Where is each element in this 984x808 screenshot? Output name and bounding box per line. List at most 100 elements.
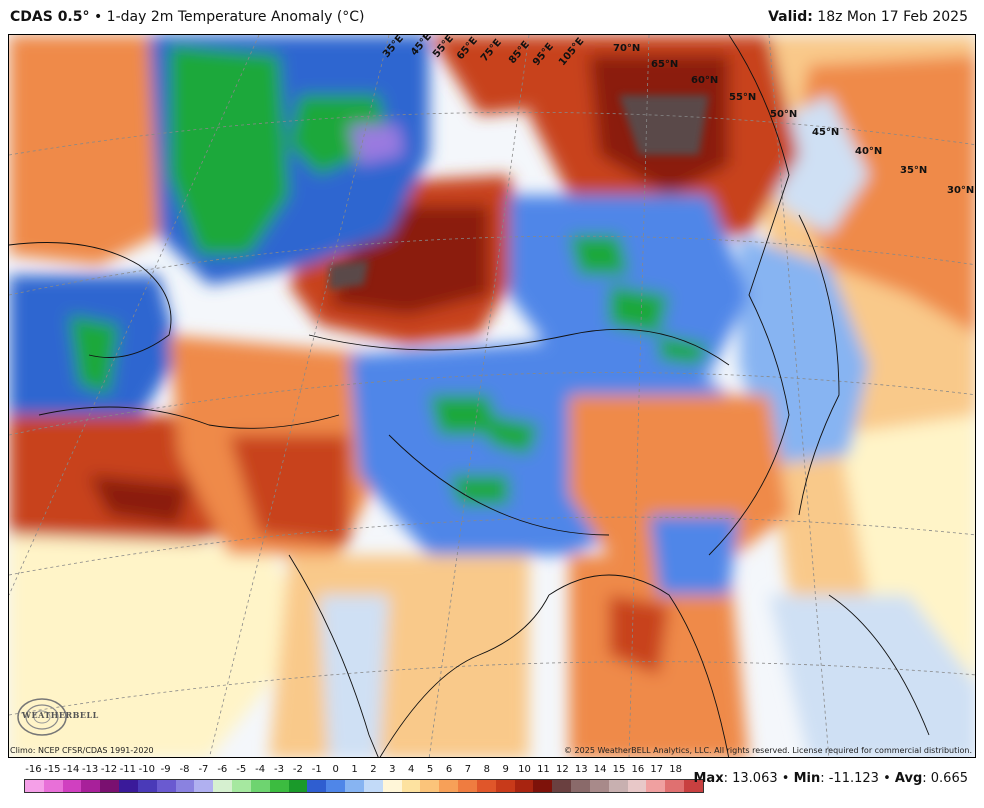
colorbar-tick-label: -13 xyxy=(81,764,99,775)
colorbar-swatch xyxy=(232,780,251,792)
colorbar-swatch xyxy=(476,780,496,792)
colorbar-swatch xyxy=(81,780,101,792)
colorbar-swatch xyxy=(571,780,590,792)
avg-label: Avg xyxy=(894,771,923,786)
product-name: 1-day 2m Temperature Anomaly (°C) xyxy=(106,9,365,25)
colorbar-tick-label: 14 xyxy=(593,764,607,775)
colorbar-tick-label: 7 xyxy=(464,764,472,775)
graticule xyxy=(9,35,975,757)
colorbar-tick-label: 4 xyxy=(408,764,415,775)
stats-sep-1: • xyxy=(781,771,790,786)
lat-label-70: 70°N xyxy=(613,43,641,54)
colorbar-tick-label: 9 xyxy=(502,764,509,775)
colorbar-tick-label: 1 xyxy=(351,764,358,775)
lat-label-40: 40°N xyxy=(855,146,883,157)
colorbar-swatch xyxy=(307,780,327,792)
colorbar-tick-label: -12 xyxy=(100,764,118,775)
climo-note: Climo: NCEP CFSR/CDAS 1991-2020 xyxy=(10,746,154,755)
colorbar-swatch xyxy=(363,780,383,792)
colorbar-tick-label: -5 xyxy=(236,764,247,775)
colorbar-tick-label: 2 xyxy=(370,764,377,775)
lat-label-65: 65°N xyxy=(651,59,679,70)
weatherbell-swirl-icon xyxy=(17,698,67,736)
colorbar-swatch xyxy=(175,780,195,792)
colorbar-tick-label: 10 xyxy=(518,764,531,775)
colorbar-swatch xyxy=(382,780,402,792)
min-value: : -11.123 xyxy=(820,771,879,786)
stats-sep-2: • xyxy=(883,771,891,786)
colorbar-swatch xyxy=(589,780,609,792)
max-value: : 13.063 xyxy=(723,771,778,786)
colorbar-swatch xyxy=(194,780,214,792)
model-name: CDAS 0.5 xyxy=(10,9,83,25)
colorbar-swatch xyxy=(458,780,477,792)
logo-text: WEATHERBELL xyxy=(22,710,99,720)
colorbar-tick-label: 15 xyxy=(612,764,626,775)
colorbar: -16 -15 -14 -13 -12 -11 -10 -9 -8 -7 -6 -5 -4 -3 -2 -1 0… xyxy=(24,764,704,794)
colorbar-tick-label: 13 xyxy=(574,764,588,775)
min-label: Min xyxy=(793,771,821,786)
colorbar-swatch xyxy=(439,780,459,792)
lat-label-45: 45°N xyxy=(812,127,840,138)
colorbar-swatch xyxy=(533,780,553,792)
colorbar-tick-label: 6 xyxy=(445,764,453,775)
lat-label-55: 55°N xyxy=(729,92,757,103)
header: CDAS 0.5° • 1-day 2m Temperature Anomaly… xyxy=(0,0,984,34)
copyright-note: © 2025 WeatherBELL Analytics, LLC. All r… xyxy=(564,746,972,755)
colorbar-swatch xyxy=(43,780,63,792)
colorbar-tick-label: 12 xyxy=(555,764,569,775)
anomaly-field xyxy=(9,35,975,757)
valid-time: 18z Mon 17 Feb 2025 xyxy=(817,9,968,25)
colorbar-swatches xyxy=(24,779,704,793)
colorbar-swatch xyxy=(100,780,120,792)
title-separator: • xyxy=(93,9,103,25)
map-title: CDAS 0.5° • 1-day 2m Temperature Anomaly… xyxy=(10,0,365,34)
colorbar-swatch xyxy=(25,780,44,792)
max-label: Max xyxy=(693,771,724,786)
colorbar-tick-label: 16 xyxy=(631,764,645,775)
colorbar-tick-label: -8 xyxy=(179,764,190,775)
colorbar-swatch xyxy=(288,780,308,792)
valid-label: Valid: xyxy=(768,9,813,25)
colorbar-swatch xyxy=(156,780,176,792)
stats-summary: Max: 13.063 • Min: -11.123 • Avg: 0.665 xyxy=(694,771,969,786)
colorbar-tick-label: 5 xyxy=(426,764,434,775)
colorbar-tick-label: -16 xyxy=(25,764,42,775)
colorbar-labels: -16 -15 -14 -13 -12 -11 -10 -9 -8 -7 -6 -5 -4 -3 -2 -1 0… xyxy=(24,764,704,778)
map-canvas xyxy=(9,35,975,757)
colorbar-swatch xyxy=(119,780,138,792)
colorbar-tick-label: -1 xyxy=(311,764,322,775)
colorbar-swatch xyxy=(250,780,270,792)
colorbar-swatch xyxy=(608,780,628,792)
colorbar-swatch xyxy=(213,780,233,792)
colorbar-tick-label: -2 xyxy=(292,764,303,775)
colorbar-tick-label: -4 xyxy=(255,764,266,775)
anomaly-map: 70°N 65°N 60°N 55°N 50°N 45°N 40°N 35°N … xyxy=(8,34,976,758)
colorbar-tick-label: -9 xyxy=(160,764,171,775)
colorbar-swatch xyxy=(495,780,515,792)
colorbar-tick-label: 8 xyxy=(483,764,490,775)
colorbar-swatch xyxy=(665,780,684,792)
boundaries xyxy=(9,35,930,757)
colorbar-tick-label: 0 xyxy=(332,764,339,775)
colorbar-tick-label: -15 xyxy=(44,764,61,775)
lat-label-35: 35°N xyxy=(900,165,928,176)
colorbar-swatch xyxy=(137,780,157,792)
degree-symbol: ° xyxy=(82,9,90,25)
avg-value: : 0.665 xyxy=(922,771,968,786)
colorbar-tick-label: -10 xyxy=(138,764,155,775)
lat-label-60: 60°N xyxy=(691,75,719,86)
colorbar-swatch xyxy=(62,780,82,792)
colorbar-tick-label: 11 xyxy=(537,764,550,775)
colorbar-tick-label: -6 xyxy=(217,764,228,775)
colorbar-tick-label: -14 xyxy=(63,764,80,775)
colorbar-swatch xyxy=(514,780,534,792)
colorbar-swatch xyxy=(552,780,572,792)
footer-notes: Climo: NCEP CFSR/CDAS 1991-2020 © 2025 W… xyxy=(8,745,976,757)
lat-label-30: 30°N xyxy=(947,185,975,196)
colorbar-tick-label: 17 xyxy=(650,764,664,775)
colorbar-swatch xyxy=(269,780,289,792)
colorbar-swatch xyxy=(326,780,346,792)
colorbar-swatch xyxy=(401,780,421,792)
colorbar-tick-label: 3 xyxy=(389,764,396,775)
